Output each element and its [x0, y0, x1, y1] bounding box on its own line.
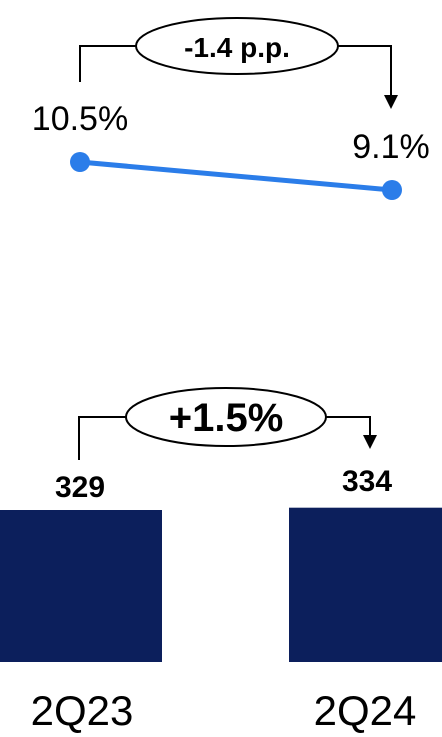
bar — [0, 510, 162, 662]
change-bracket — [78, 416, 371, 460]
change-badge-label: +1.5% — [169, 396, 284, 440]
bar-value-label: 329 — [55, 471, 105, 504]
bar-value-label: 334 — [342, 465, 392, 498]
change-badge — [125, 387, 327, 447]
change-badge — [135, 17, 339, 75]
arrow-head-icon — [384, 95, 398, 109]
change-badge-label: -1.4 p.p. — [184, 32, 290, 63]
line-point — [70, 152, 90, 172]
line-series — [77, 159, 395, 193]
bar — [289, 507, 442, 662]
line-value-label: 9.1% — [352, 128, 430, 166]
line-value-label: 10.5% — [32, 100, 128, 138]
arrow-head-icon — [363, 435, 377, 449]
line-chart: 10.5% 9.1% -1.4 p.p. — [32, 17, 430, 200]
x-tick-label: 2Q23 — [31, 687, 134, 734]
change-bracket — [79, 45, 392, 97]
line-point — [382, 180, 402, 200]
bar-chart: 329 334 +1.5% 2Q23 2Q24 — [0, 387, 442, 734]
x-tick-label: 2Q24 — [314, 687, 417, 734]
